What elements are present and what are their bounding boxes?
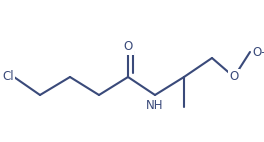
Text: Cl: Cl: [2, 70, 14, 83]
Text: O: O: [123, 40, 133, 54]
Text: O–CH₃: O–CH₃: [252, 45, 264, 59]
Text: O: O: [229, 70, 239, 83]
Text: NH: NH: [146, 99, 164, 112]
